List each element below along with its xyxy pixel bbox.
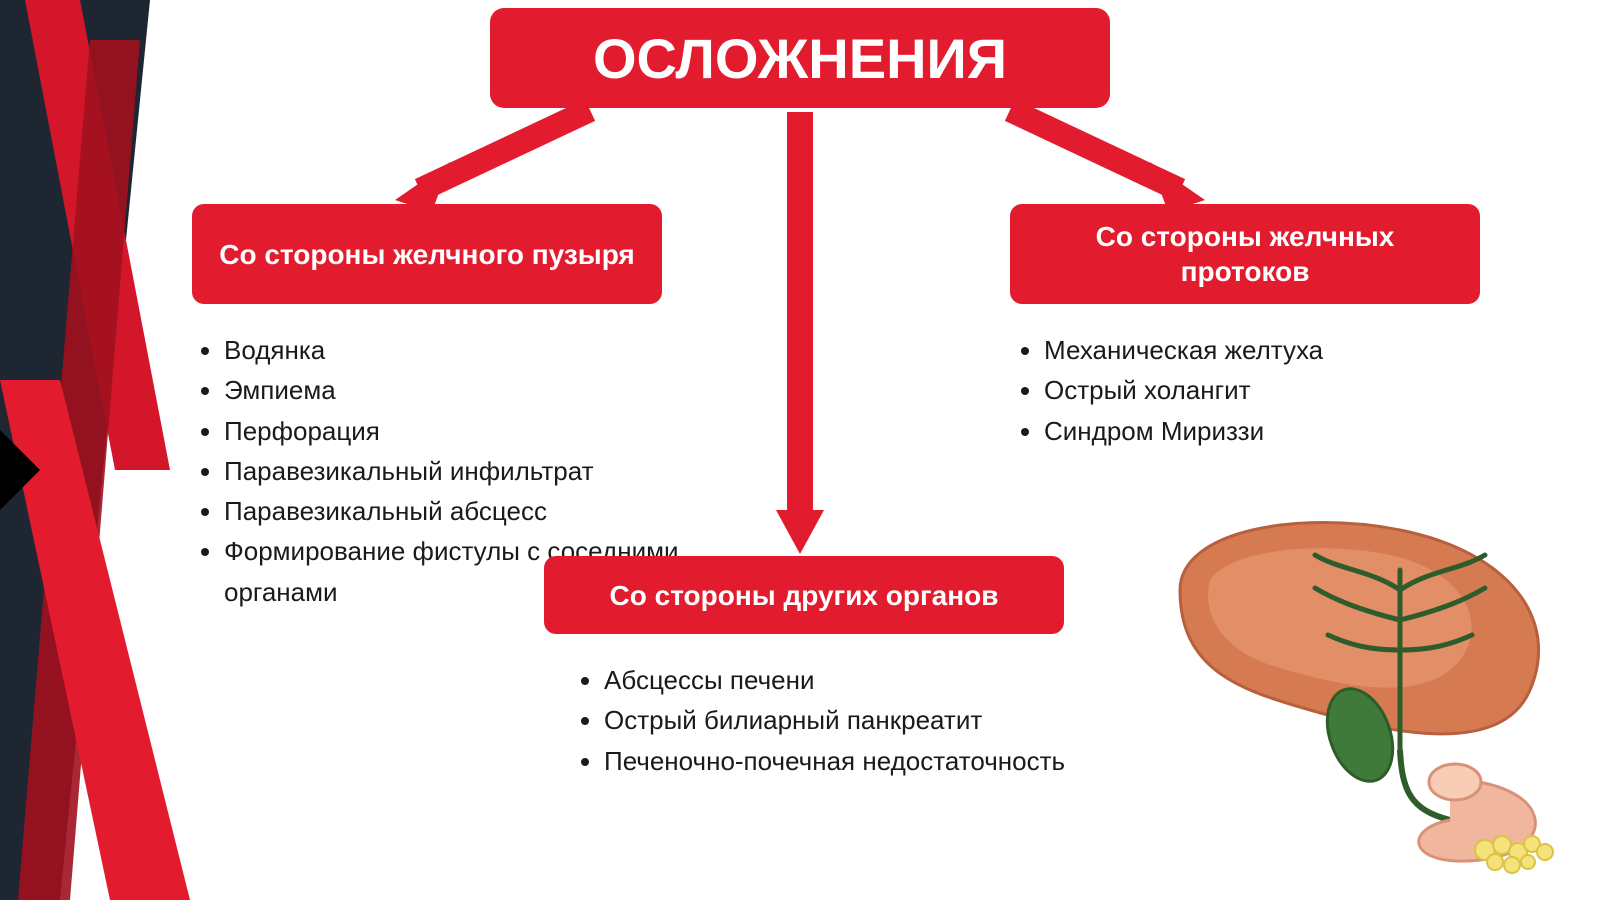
liver-biliary-illustration — [1150, 500, 1570, 880]
list-item: Паравезикальный инфильтрат — [224, 451, 716, 491]
list-item: Синдром Мириззи — [1044, 411, 1486, 451]
branch-gallbladder-header-text: Со стороны желчного пузыря — [219, 237, 635, 272]
branch-other-list: Абсцессы печени Острый билиарный панкреа… — [576, 660, 1076, 781]
branch-other-header: Со стороны других органов — [544, 556, 1064, 634]
branch-ducts-header: Со стороны желчных протоков — [1010, 204, 1480, 304]
list-item: Абсцессы печени — [604, 660, 1076, 700]
branch-gallbladder-header: Со стороны желчного пузыря — [192, 204, 662, 304]
list-item: Перфорация — [224, 411, 716, 451]
list-item: Паравезикальный абсцесс — [224, 491, 716, 531]
list-item: Механическая желтуха — [1044, 330, 1486, 370]
list-item: Острый холангит — [1044, 370, 1486, 410]
list-item: Острый билиарный панкреатит — [604, 700, 1076, 740]
branch-ducts-header-text: Со стороны желчных протоков — [1030, 219, 1460, 289]
list-item: Эмпиема — [224, 370, 716, 410]
branch-ducts-list: Механическая желтуха Острый холангит Син… — [1016, 330, 1486, 451]
slide-stage: ОСЛОЖНЕНИЯ Со стороны желчного пузыря Во… — [0, 0, 1600, 900]
left-decoration — [0, 0, 200, 900]
liver-svg — [1150, 500, 1570, 880]
branch-other-header-text: Со стороны других органов — [610, 578, 999, 613]
title-box: ОСЛОЖНЕНИЯ — [490, 8, 1110, 108]
left-decoration-svg — [0, 0, 220, 900]
title-text: ОСЛОЖНЕНИЯ — [593, 26, 1007, 91]
list-item: Водянка — [224, 330, 716, 370]
list-item: Печеночно-почечная недостаточность — [604, 741, 1076, 781]
